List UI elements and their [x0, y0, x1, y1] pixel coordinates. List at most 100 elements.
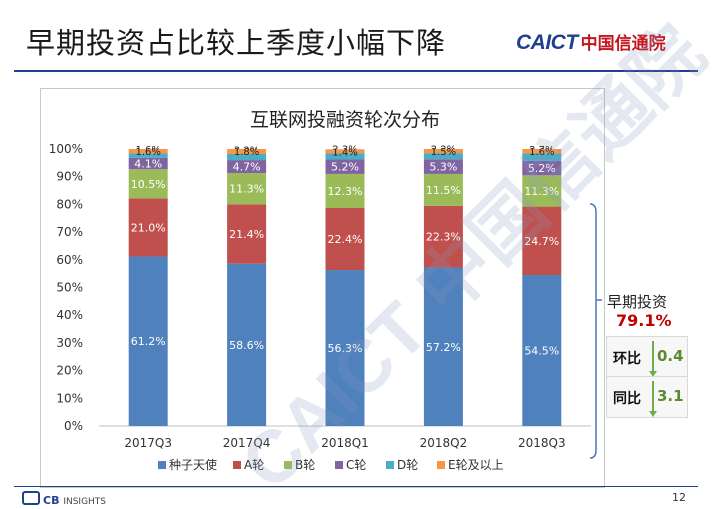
x-tick-label: 2017Q4 [223, 436, 271, 450]
bar-segment [423, 205, 463, 268]
legend-label: 种子天使 [169, 457, 217, 472]
data-label: 22.3% [426, 231, 461, 244]
early-stage-label: 早期投资 [607, 293, 668, 311]
data-label: 57.2% [426, 341, 461, 354]
down-arrow-icon [649, 381, 657, 417]
data-label: 1.6% [529, 147, 554, 158]
bar-segment [325, 153, 365, 160]
y-tick-label: 80% [56, 197, 83, 211]
data-label: 1.6% [135, 147, 160, 158]
y-tick-label: 100% [49, 142, 83, 156]
early-stage-value: 79.1% [616, 311, 672, 330]
x-tick-label: 2017Q3 [124, 436, 172, 450]
x-tick-label: 2018Q3 [518, 436, 566, 450]
bar-segment [522, 206, 562, 276]
legend-swatch [437, 461, 445, 469]
data-label: 21.4% [229, 228, 264, 241]
brand-logo-en: CAICT [516, 31, 578, 54]
bar-segment [522, 153, 562, 161]
bar-segment [128, 157, 168, 170]
bar-segment [128, 153, 168, 158]
cb-logo-text: CB [43, 494, 60, 507]
bar-segment [227, 153, 267, 161]
data-label: 56.3% [328, 342, 363, 355]
y-tick-label: 10% [56, 391, 83, 405]
chart-title: 互联网投融资轮次分布 [250, 109, 440, 131]
bar-segment [423, 149, 463, 154]
y-tick-label: 0% [64, 419, 83, 433]
bar-segment [325, 270, 365, 426]
legend-swatch [158, 461, 166, 469]
legend-label: A轮 [244, 458, 264, 472]
footer-divider [14, 486, 698, 487]
chart-panel: 互联网投融资轮次分布 0% 10% 20% 30% 40% 50% 60% 70% 80% 90% 1… [40, 88, 605, 488]
bar-segment [227, 160, 267, 174]
data-label: 5.2% [528, 162, 556, 175]
data-label: 4.7% [233, 161, 261, 174]
bar-segment [128, 169, 168, 199]
qoq-value: 0.4 [657, 347, 684, 365]
slide-title: 早期投资占比较上季度小幅下降 [26, 26, 447, 60]
bar-segment [128, 149, 168, 154]
data-label: 5.2% [331, 161, 359, 174]
bar-segment [522, 160, 562, 176]
brand-logo-cn: 中国信通院 [580, 34, 666, 54]
bar-segment [522, 275, 562, 426]
data-label: 61.2% [131, 335, 166, 348]
brand-logo: CAICT 中国信通院 [516, 29, 666, 55]
bar-segment [423, 267, 463, 426]
bar-segment [423, 153, 463, 160]
y-tick-label: 20% [56, 364, 83, 378]
bar-segment [227, 204, 267, 264]
bar-segment [325, 149, 365, 154]
cb-logo-insights: INSIGHTS [63, 497, 107, 507]
bar-segment [227, 173, 267, 205]
data-label: 11.5% [426, 184, 461, 197]
data-label: 11.3% [229, 183, 264, 196]
data-label: 1.5% [431, 147, 456, 158]
bar-segment [522, 149, 562, 154]
legend-label: B轮 [295, 458, 315, 472]
legend-label: C轮 [346, 458, 366, 472]
legend-swatch [233, 461, 241, 469]
legend-label: D轮 [397, 458, 418, 472]
data-label: 4.1% [134, 158, 162, 171]
stacked-bar-chart: 互联网投融资轮次分布 0% 10% 20% 30% 40% 50% 60% 70% 80% 90% 1… [49, 109, 591, 472]
y-tick-label: 60% [56, 253, 83, 267]
legend-label: E轮及以上 [448, 458, 504, 472]
bar-segment [522, 175, 562, 207]
legend-swatch [386, 461, 394, 469]
page-number: 12 [672, 491, 686, 504]
data-label: 11.3% [524, 185, 559, 198]
y-tick-label: 50% [56, 281, 83, 295]
yoy-label: 同比 [613, 391, 641, 407]
data-label: 54.5% [524, 345, 559, 358]
yoy-metric: 同比 3.1 [606, 376, 688, 418]
cb-insights-logo: CB INSIGHTS [22, 491, 106, 507]
data-label: 1.4% [332, 147, 357, 158]
title-divider [14, 70, 698, 72]
legend-swatch [335, 461, 343, 469]
yoy-value: 3.1 [657, 387, 684, 405]
bar-segment [325, 173, 365, 209]
bar-segment [423, 173, 463, 206]
qoq-label: 环比 [613, 351, 641, 367]
bar-segment [128, 256, 168, 426]
legend-swatch [284, 461, 292, 469]
data-label: 5.3% [429, 161, 457, 174]
bar-segment [423, 159, 463, 174]
y-tick-label: 30% [56, 336, 83, 350]
y-tick-label: 40% [56, 308, 83, 322]
data-label: 24.7% [524, 235, 559, 248]
data-label: 58.6% [229, 339, 264, 352]
bar-segment [227, 149, 267, 154]
qoq-metric: 环比 0.4 [606, 336, 688, 378]
bar-segment [325, 208, 365, 271]
x-tick-label: 2018Q1 [321, 436, 369, 450]
y-tick-label: 70% [56, 225, 83, 239]
x-tick-label: 2018Q2 [420, 436, 468, 450]
cb-logo-mark-icon [22, 491, 40, 505]
bar-segment [227, 263, 267, 426]
bar-segment [325, 159, 365, 174]
